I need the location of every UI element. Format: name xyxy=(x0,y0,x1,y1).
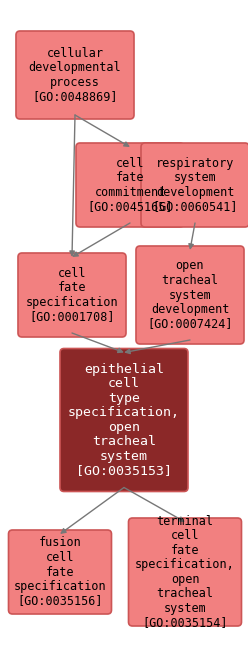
FancyBboxPatch shape xyxy=(141,143,248,227)
Text: cellular
developmental
process
[GO:0048869]: cellular developmental process [GO:00488… xyxy=(29,47,121,104)
FancyBboxPatch shape xyxy=(16,31,134,119)
FancyBboxPatch shape xyxy=(128,518,242,626)
FancyBboxPatch shape xyxy=(18,253,126,337)
FancyBboxPatch shape xyxy=(8,530,112,614)
Text: respiratory
system
development
[GO:0060541]: respiratory system development [GO:00605… xyxy=(152,157,238,214)
Text: cell
fate
commitment
[GO:0045165]: cell fate commitment [GO:0045165] xyxy=(87,157,173,214)
Text: epithelial
cell
type
specification,
open
tracheal
system
[GO:0035153]: epithelial cell type specification, open… xyxy=(68,363,180,477)
Text: cell
fate
specification
[GO:0001708]: cell fate specification [GO:0001708] xyxy=(26,267,118,324)
Text: open
tracheal
system
development
[GO:0007424]: open tracheal system development [GO:000… xyxy=(147,260,233,331)
FancyBboxPatch shape xyxy=(60,348,188,492)
Text: terminal
cell
fate
specification,
open
tracheal
system
[GO:0035154]: terminal cell fate specification, open t… xyxy=(135,515,235,630)
FancyBboxPatch shape xyxy=(136,246,244,344)
Text: fusion
cell
fate
specification
[GO:0035156]: fusion cell fate specification [GO:00351… xyxy=(14,536,106,607)
FancyBboxPatch shape xyxy=(76,143,184,227)
